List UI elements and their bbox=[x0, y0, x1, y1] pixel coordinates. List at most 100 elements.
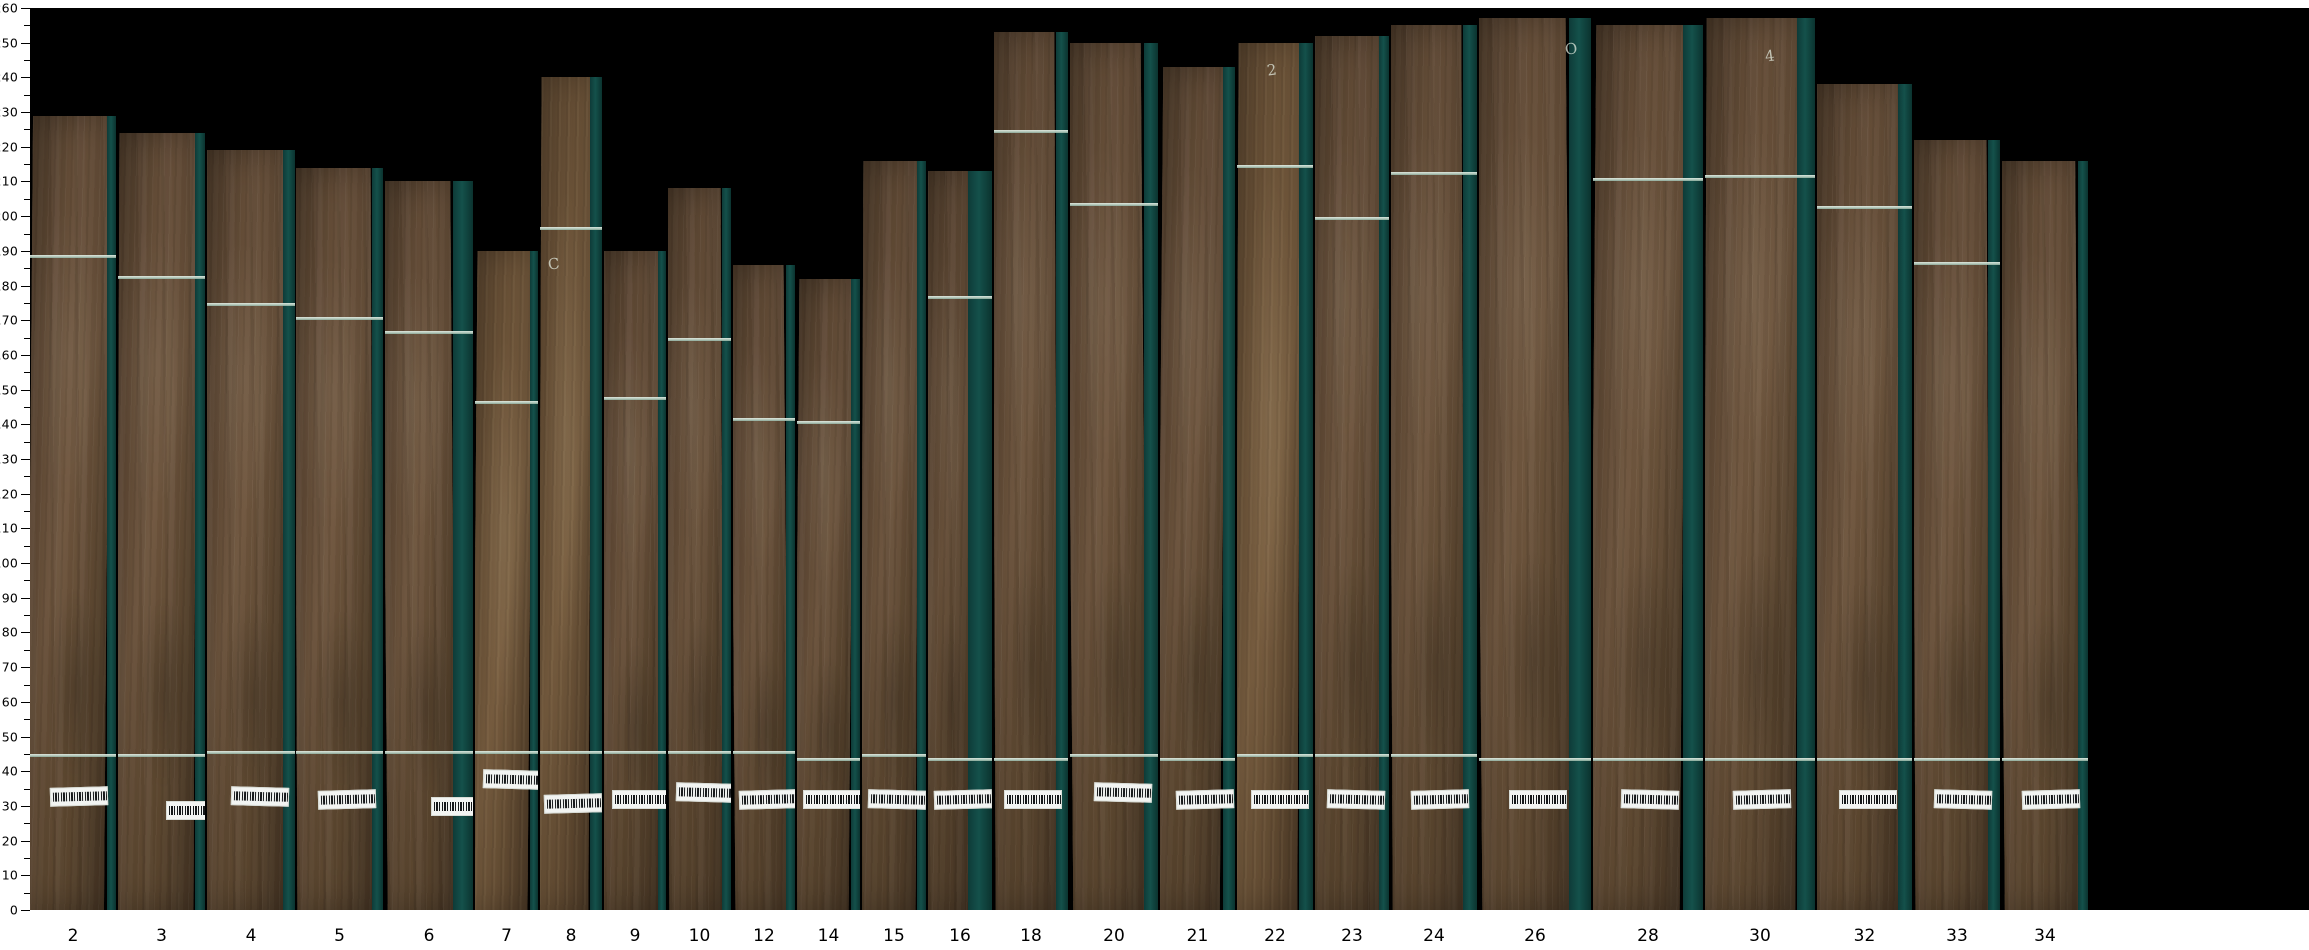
board-column[interactable] bbox=[604, 250, 666, 910]
board-barcode-label[interactable] bbox=[1175, 789, 1235, 811]
board-column[interactable] bbox=[1315, 35, 1389, 910]
board-column[interactable] bbox=[540, 77, 602, 910]
board-barcode-label[interactable] bbox=[166, 800, 205, 820]
board-column[interactable] bbox=[1160, 66, 1235, 910]
board-column[interactable] bbox=[1593, 25, 1703, 910]
board-barcode-label[interactable] bbox=[1093, 782, 1153, 804]
board-column[interactable] bbox=[1070, 42, 1158, 910]
x-axis-tick-label: 33 bbox=[1946, 926, 1968, 946]
board-measurement-line bbox=[1315, 216, 1389, 220]
board-barcode-label[interactable] bbox=[612, 790, 666, 810]
board-barcode-label[interactable] bbox=[867, 789, 926, 811]
board-edge-strip bbox=[722, 188, 731, 910]
board-barcode-label[interactable] bbox=[1620, 789, 1680, 811]
board-barcode-label[interactable] bbox=[803, 790, 860, 810]
board-barcode-label[interactable] bbox=[2021, 789, 2081, 811]
x-axis-tick-label: 18 bbox=[1020, 926, 1042, 946]
y-axis-minor-tick bbox=[24, 268, 30, 270]
board-barcode-label[interactable] bbox=[1004, 790, 1062, 810]
board-column[interactable] bbox=[994, 32, 1068, 910]
board-column[interactable] bbox=[668, 188, 731, 910]
board-column[interactable] bbox=[1914, 139, 2000, 910]
board-column[interactable] bbox=[1391, 25, 1477, 910]
board-edge-strip bbox=[851, 278, 860, 910]
board-face bbox=[994, 32, 1058, 910]
board-edge-strip bbox=[590, 77, 602, 910]
board-barcode-label[interactable] bbox=[675, 782, 731, 804]
board-measurement-line bbox=[733, 750, 795, 754]
board-barcode-label[interactable] bbox=[1933, 789, 1993, 811]
board-measurement-line bbox=[994, 757, 1068, 761]
board-measurement-line bbox=[1070, 202, 1158, 206]
y-axis-minor-tick bbox=[24, 25, 30, 27]
board-barcode-label[interactable] bbox=[230, 786, 290, 807]
x-axis-tick-label: 30 bbox=[1749, 926, 1771, 946]
board-face bbox=[1070, 42, 1148, 910]
board-barcode-label[interactable] bbox=[317, 789, 377, 811]
board-column[interactable] bbox=[118, 132, 205, 910]
board-barcode-label[interactable] bbox=[1326, 789, 1386, 811]
board-measurement-line bbox=[1160, 757, 1235, 761]
board-column[interactable] bbox=[1705, 18, 1815, 910]
board-barcode-label[interactable] bbox=[49, 786, 109, 807]
board-measurement-line bbox=[862, 754, 926, 758]
y-axis-major-tick bbox=[21, 181, 30, 183]
board-column[interactable] bbox=[928, 171, 992, 910]
board-column[interactable] bbox=[385, 181, 473, 910]
y-axis-major-tick bbox=[21, 632, 30, 634]
board-edge-strip bbox=[1569, 18, 1591, 910]
board-barcode-label[interactable] bbox=[431, 797, 473, 817]
board-column[interactable] bbox=[475, 250, 538, 910]
board-column[interactable] bbox=[2002, 160, 2088, 910]
board-barcode-label[interactable] bbox=[933, 789, 992, 811]
board-measurement-line bbox=[385, 750, 473, 754]
board-face bbox=[1817, 84, 1898, 910]
y-axis-tick-label: 110 bbox=[0, 520, 18, 536]
x-axis-tick-label: 23 bbox=[1341, 926, 1363, 946]
y-axis-major-tick bbox=[21, 910, 30, 911]
y-axis-major-tick bbox=[21, 875, 30, 877]
y-axis-major-tick bbox=[21, 8, 30, 9]
board-column[interactable] bbox=[1237, 42, 1313, 910]
y-axis-minor-tick bbox=[24, 788, 30, 790]
board-barcode-label[interactable] bbox=[482, 768, 538, 790]
x-axis-tick-label: 8 bbox=[565, 926, 577, 946]
y-axis-major-tick bbox=[21, 736, 30, 738]
board-face bbox=[1593, 25, 1687, 910]
board-barcode-label[interactable] bbox=[1509, 790, 1567, 810]
x-axis-tick-label: 7 bbox=[501, 926, 512, 946]
board-column[interactable] bbox=[1479, 18, 1591, 910]
board-barcode-label[interactable] bbox=[738, 789, 795, 811]
y-axis-major-tick bbox=[21, 563, 30, 565]
y-axis-major-tick bbox=[21, 285, 30, 287]
y-axis-minor-tick bbox=[24, 476, 30, 478]
board-column[interactable] bbox=[797, 278, 860, 910]
board-edge-strip bbox=[107, 115, 116, 910]
board-column[interactable] bbox=[296, 167, 383, 910]
board-measurement-line bbox=[475, 400, 538, 404]
board-barcode-label[interactable] bbox=[543, 793, 602, 814]
board-measurement-line bbox=[1593, 757, 1703, 761]
y-axis-minor-tick bbox=[24, 94, 30, 96]
board-measurement-line bbox=[296, 317, 383, 321]
y-axis-minor-tick bbox=[24, 823, 30, 825]
x-axis: 2 3 4 5 6 7 8 9 10 12 14 15 16 18 20 21 22 23 24 26 28 30 32 33… bbox=[30, 912, 2309, 950]
board-column[interactable] bbox=[1817, 84, 1912, 910]
x-axis-tick-label: 4 bbox=[245, 926, 257, 946]
board-column[interactable] bbox=[207, 150, 295, 910]
board-column[interactable] bbox=[862, 160, 926, 910]
board-barcode-label[interactable] bbox=[1839, 790, 1897, 810]
board-edge-strip bbox=[968, 171, 992, 910]
y-axis-minor-tick bbox=[24, 719, 30, 721]
board-edge-strip bbox=[1056, 32, 1068, 910]
board-column[interactable] bbox=[733, 264, 795, 910]
y-axis-major-tick bbox=[21, 597, 30, 599]
board-barcode-label[interactable] bbox=[1251, 790, 1309, 810]
board-column[interactable] bbox=[30, 115, 116, 910]
board-edge-strip bbox=[372, 167, 383, 910]
board-measurement-line bbox=[1237, 164, 1313, 168]
y-axis-tick-label: 210 bbox=[0, 173, 18, 189]
board-barcode-label[interactable] bbox=[1732, 789, 1792, 811]
y-axis-minor-tick bbox=[24, 198, 30, 200]
board-barcode-label[interactable] bbox=[1410, 789, 1470, 811]
